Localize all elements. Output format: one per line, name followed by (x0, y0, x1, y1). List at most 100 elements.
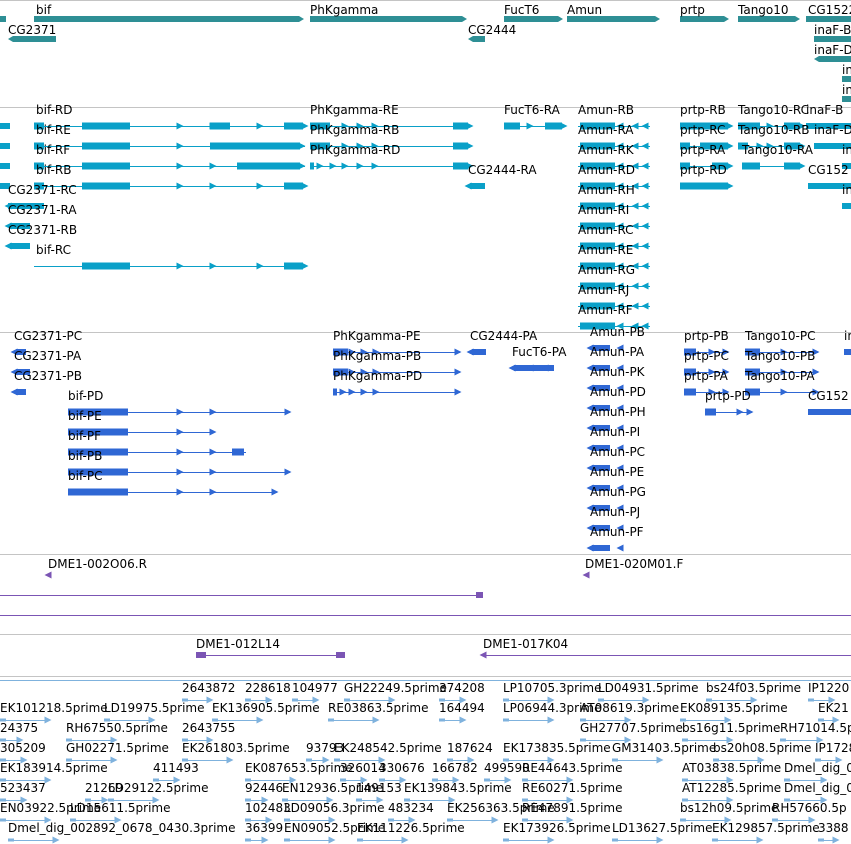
transcript-label-phkgamma-rd[interactable]: PhKgamma-RD (310, 143, 401, 157)
est-label-ip1220[interactable]: IP1220 (808, 681, 850, 695)
est-label-re47891-5prime[interactable]: RE47891.5prime (522, 801, 623, 815)
transcript-label-prtp-rc[interactable]: prtp-RC (680, 123, 726, 137)
transcript-label-prtp-ra[interactable]: prtp-RA (680, 143, 726, 157)
protein-label-cg2444-pa[interactable]: CG2444-PA (470, 329, 538, 343)
est-label-dmel-dig-0[interactable]: Dmel_dig_0 (784, 761, 851, 775)
protein-label-amun-pb[interactable]: Amun-PB (590, 325, 645, 339)
est-label-24375[interactable]: 24375 (0, 721, 39, 735)
transcript-label-tango10-rc[interactable]: Tango10-RC (738, 103, 809, 117)
transcript-label-bif-rf[interactable]: bif-RF (36, 143, 71, 157)
est-label-rh57660-5p[interactable]: RH57660.5p (772, 801, 847, 815)
est-label-ld29122-5prime[interactable]: LD29122.5prime (108, 781, 209, 795)
est-label-374208[interactable]: 374208 (439, 681, 485, 695)
transcript-label-amun-rb[interactable]: Amun-RB (578, 103, 635, 117)
protein-label-cg152[interactable]: CG152 (808, 389, 849, 403)
protein-label-bif-pd[interactable]: bif-PD (68, 389, 104, 403)
gene-label-fuct6[interactable]: FucT6 (504, 3, 540, 17)
gene-label-tango10[interactable]: Tango10 (738, 3, 789, 17)
transcript-label-in[interactable]: in (842, 143, 851, 157)
protein-label-amun-pf[interactable]: Amun-PF (590, 525, 644, 539)
transcript-label-amun-rg[interactable]: Amun-RG (578, 263, 636, 277)
est-label-92446[interactable]: 92446 (245, 781, 284, 795)
est-label-re03863-5prime[interactable]: RE03863.5prime (328, 701, 429, 715)
transcript-label-bif-rc[interactable]: bif-RC (36, 243, 71, 257)
est-label-ld13627-5prime[interactable]: LD13627.5prime (612, 821, 713, 835)
est-label-36399[interactable]: 36399 (245, 821, 284, 835)
est-label-305209[interactable]: 305209 (0, 741, 46, 755)
est-label-166782[interactable]: 166782 (432, 761, 478, 775)
est-label-ld04931-5prime[interactable]: LD04931.5prime (598, 681, 699, 695)
est-label-dmel-dig-002892-0678-0430-3prime[interactable]: Dmel_dig_002892_0678_0430.3prime (8, 821, 236, 835)
protein-label-amun-pj[interactable]: Amun-PJ (590, 505, 641, 519)
protein-label-phkgamma-pb[interactable]: PhKgamma-PB (333, 349, 422, 363)
est-label-21269[interactable]: 21269 (85, 781, 124, 795)
protein-label-prtp-pc[interactable]: prtp-PC (684, 349, 729, 363)
protein-label-bif-pb[interactable]: bif-PB (68, 449, 103, 463)
est-label-102483[interactable]: 102483 (245, 801, 291, 815)
est-label-164494[interactable]: 164494 (439, 701, 485, 715)
est-label-rh67550-5prime[interactable]: RH67550.5prime (66, 721, 168, 735)
protein-label-prtp-pa[interactable]: prtp-PA (684, 369, 728, 383)
transcript-label-bif-rb[interactable]: bif-RB (36, 163, 72, 177)
est-label-523437[interactable]: 523437 (0, 781, 46, 795)
protein-label-amun-pc[interactable]: Amun-PC (590, 445, 646, 459)
est-label-lp10705-3prime[interactable]: LP10705.3prime (503, 681, 602, 695)
est-label-104977[interactable]: 104977 (292, 681, 338, 695)
clone-label-dme1-012l14[interactable]: DME1-012L14 (196, 637, 280, 651)
transcript-label-in[interactable]: in (842, 183, 851, 197)
est-label-gh02271-5prime[interactable]: GH02271.5prime (66, 741, 169, 755)
protein-label-amun-ph[interactable]: Amun-PH (590, 405, 646, 419)
protein-label-bif-pf[interactable]: bif-PF (68, 429, 101, 443)
est-label-en03922-5prime[interactable]: EN03922.5prime (0, 801, 102, 815)
est-label-ip1728[interactable]: IP1728 (815, 741, 851, 755)
transcript-label-amun-rc[interactable]: Amun-RC (578, 223, 634, 237)
transcript-label-amun-rj[interactable]: Amun-RJ (578, 283, 630, 297)
protein-label-bif-pc[interactable]: bif-PC (68, 469, 103, 483)
est-label-dmel-dig-0[interactable]: Dmel_dig_0 (784, 781, 851, 795)
protein-label-amun-pe[interactable]: Amun-PE (590, 465, 645, 479)
gene-label-inaf-d[interactable]: inaF-D (814, 43, 851, 57)
est-label-ek089135-5prime[interactable]: EK089135.5prime (680, 701, 788, 715)
protein-label-amun-pk[interactable]: Amun-PK (590, 365, 645, 379)
transcript-label-phkgamma-rb[interactable]: PhKgamma-RB (310, 123, 400, 137)
transcript-label-amun-re[interactable]: Amun-RE (578, 243, 634, 257)
gene-label-cg2371[interactable]: CG2371 (8, 23, 57, 37)
est-label-rh71014-5p[interactable]: RH71014.5p (780, 721, 851, 735)
transcript-label-inaf-b[interactable]: inaF-B (806, 103, 844, 117)
protein-label-bif-pe[interactable]: bif-PE (68, 409, 102, 423)
est-label-en09052-5prime[interactable]: EN09052.5prime (284, 821, 386, 835)
est-label-ek248542-5prime[interactable]: EK248542.5prime (334, 741, 442, 755)
protein-label-phkgamma-pd[interactable]: PhKgamma-PD (333, 369, 423, 383)
transcript-label-amun-ra[interactable]: Amun-RA (578, 123, 634, 137)
transcript-label-prtp-rd[interactable]: prtp-RD (680, 163, 727, 177)
protein-label-tango10-pb[interactable]: Tango10-PB (745, 349, 816, 363)
transcript-label-bif-rd[interactable]: bif-RD (36, 103, 73, 117)
est-label-149153[interactable]: 149153 (356, 781, 402, 795)
protein-label-amun-pg[interactable]: Amun-PG (590, 485, 646, 499)
transcript-label-cg2371-rc[interactable]: CG2371-RC (8, 183, 77, 197)
est-label-en12936-5prime[interactable]: EN12936.5prime (282, 781, 384, 795)
gene-label-prtp[interactable]: prtp (680, 3, 705, 17)
est-label-228618[interactable]: 228618 (245, 681, 291, 695)
est-label-ld19975-5prime[interactable]: LD19975.5prime (104, 701, 205, 715)
gene-label-bif[interactable]: bif (36, 3, 52, 17)
protein-label-prtp-pd[interactable]: prtp-PD (705, 389, 751, 403)
est-label-at12285-5prime[interactable]: AT12285.5prime (682, 781, 782, 795)
est-label-ek129857-5prime[interactable]: EK129857.5prime (712, 821, 820, 835)
est-label-gh22249-5prime[interactable]: GH22249.5prime (344, 681, 447, 695)
est-label-499590[interactable]: 499590 (484, 761, 530, 775)
clone-label-dme1-002o06-r[interactable]: DME1-002O06.R (48, 557, 147, 571)
protein-label-cg2371-pc[interactable]: CG2371-PC (14, 329, 83, 343)
protein-label-amun-pi[interactable]: Amun-PI (590, 425, 641, 439)
clone-label-dme1-020m01-f[interactable]: DME1-020M01.F (585, 557, 684, 571)
est-label-2643755[interactable]: 2643755 (182, 721, 236, 735)
est-label-3388[interactable]: 3388 (818, 821, 849, 835)
transcript-label-phkgamma-re[interactable]: PhKgamma-RE (310, 103, 399, 117)
clone-label-dme1-017k04[interactable]: DME1-017K04 (483, 637, 569, 651)
transcript-label-fuct6-ra[interactable]: FucT6-RA (504, 103, 560, 117)
est-label-re44643-5prime[interactable]: RE44643.5prime (522, 761, 623, 775)
est-label-re60271-5prime[interactable]: RE60271.5prime (522, 781, 623, 795)
est-label-ek261803-5prime[interactable]: EK261803.5prime (182, 741, 290, 755)
protein-label-phkgamma-pe[interactable]: PhKgamma-PE (333, 329, 421, 343)
transcript-label-cg2444-ra[interactable]: CG2444-RA (468, 163, 537, 177)
